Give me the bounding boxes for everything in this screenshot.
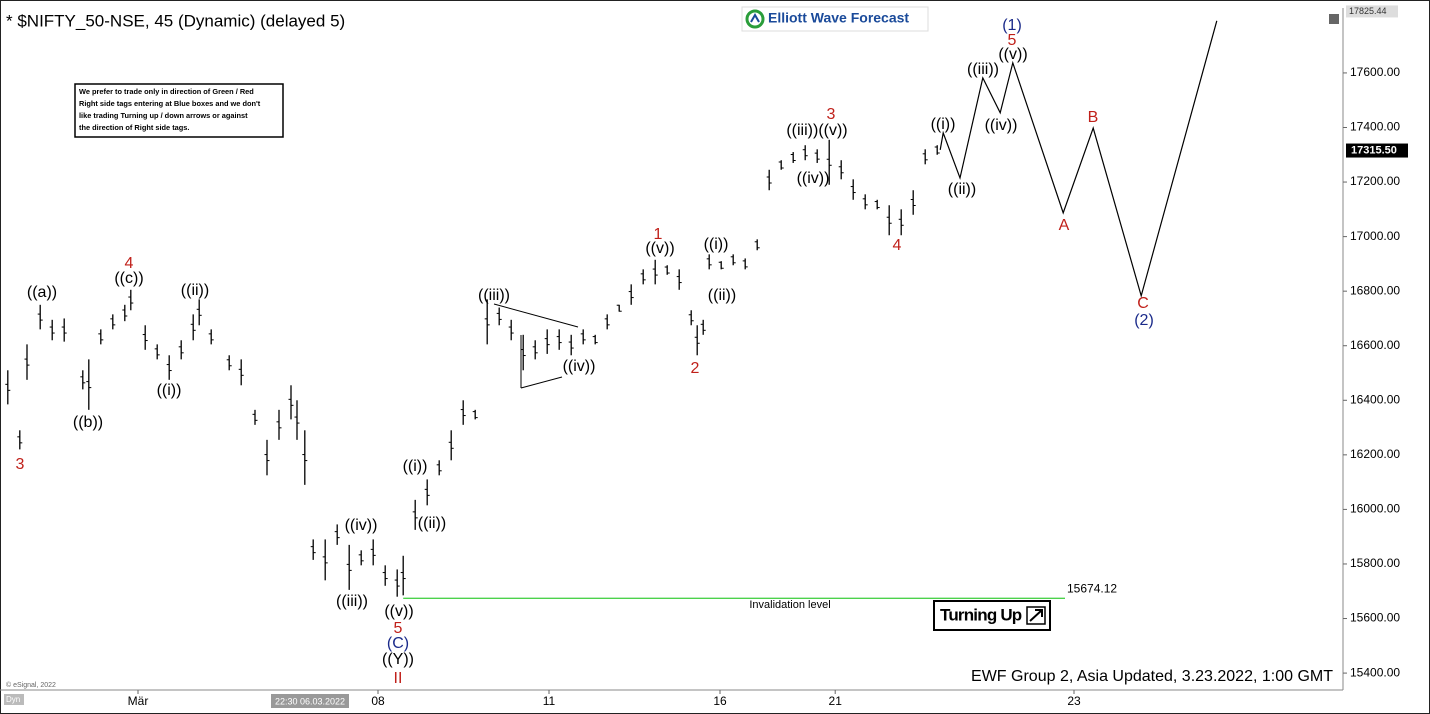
logo-icon xyxy=(745,9,765,29)
logo-icon-arrow xyxy=(750,12,760,23)
y-tick-label: 15600.00 xyxy=(1350,611,1400,625)
wave-label: ((ii)) xyxy=(418,515,446,532)
y-tick-label: 16800.00 xyxy=(1350,283,1400,297)
wave-label: ((i)) xyxy=(403,458,428,475)
turning-label: Turning Up xyxy=(940,605,1022,624)
turning-arrow-box xyxy=(1026,606,1046,625)
copyright: © eSignal, 2022 xyxy=(6,681,56,689)
x-tick-label: Mär xyxy=(128,694,149,708)
logo: Elliott Wave Forecast xyxy=(741,6,929,32)
triangle-line xyxy=(520,376,563,389)
y-tick-label: 17000.00 xyxy=(1350,229,1400,243)
wave-label: 4 xyxy=(893,237,902,254)
wave-label: C xyxy=(1137,295,1149,312)
wave-label: (2) xyxy=(1134,312,1154,329)
y-tick-label: 16000.00 xyxy=(1350,502,1400,516)
wave-label: ((i)) xyxy=(931,116,956,133)
wave-label: 3 xyxy=(827,106,836,123)
triangle-line xyxy=(493,303,579,328)
cursor-time-box xyxy=(271,694,349,708)
x-tick-label: 16 xyxy=(713,694,727,708)
wave-label: ((Y)) xyxy=(382,651,414,668)
invalidation-value: 15674.12 xyxy=(1067,581,1117,595)
wave-label: ((v)) xyxy=(384,603,413,620)
last-price-label: 17315.50 xyxy=(1351,144,1397,156)
wave-label: ((ii)) xyxy=(948,181,976,198)
wave-label: ((iii)) xyxy=(478,287,510,304)
wave-label: II xyxy=(394,670,403,687)
turning-arrow xyxy=(1029,609,1043,622)
logo-box xyxy=(741,6,929,32)
y-tick-label: 17600.00 xyxy=(1350,65,1400,79)
wave-label: ((iv)) xyxy=(797,170,830,187)
x-tick-label: 08 xyxy=(371,694,385,708)
wave-label: 5 xyxy=(394,620,403,637)
wave-label: ((v)) xyxy=(998,46,1027,63)
turning-up-box: Turning Up xyxy=(933,600,1051,631)
x-tick-label: 23 xyxy=(1067,694,1081,708)
wave-label: ((ii)) xyxy=(181,282,209,299)
wave-label: ((iv)) xyxy=(985,117,1018,134)
x-tick-label: 11 xyxy=(543,694,556,708)
wave-label: ((iii))((v)) xyxy=(786,122,847,139)
y-tick-label: 15800.00 xyxy=(1350,556,1400,570)
last-price-box xyxy=(1346,143,1408,158)
y-tick-label: 16600.00 xyxy=(1350,338,1400,352)
wave-label: ((c)) xyxy=(114,270,143,287)
invalidation-label: Invalidation level xyxy=(749,599,830,611)
wave-label: A xyxy=(1059,217,1070,234)
wave-label: ((v)) xyxy=(645,240,674,257)
wave-label: ((iv)) xyxy=(345,517,378,534)
note-line: like trading Turning up / down arrows or… xyxy=(79,111,248,120)
note-box: We prefer to trade only in direction of … xyxy=(74,83,284,138)
wave-label: ((i)) xyxy=(157,382,182,399)
note-line: We prefer to trade only in direction of … xyxy=(79,87,254,96)
wave-label: ((b)) xyxy=(73,414,103,431)
wave-label: ((iii)) xyxy=(336,593,368,610)
wave-label: ((i)) xyxy=(704,236,729,253)
wave-label: 2 xyxy=(691,360,700,377)
mode-label: Dyn xyxy=(6,695,20,704)
logo-text: Elliott Wave Forecast xyxy=(768,10,909,26)
wave-label: (C) xyxy=(387,635,409,652)
note-frame xyxy=(74,83,284,138)
y-tick-label: 16200.00 xyxy=(1350,447,1400,461)
turning-frame xyxy=(933,600,1051,631)
note-line: the direction of Right side tags. xyxy=(79,123,189,132)
wave-label: 5 xyxy=(1008,32,1017,49)
footer: EWF Group 2, Asia Updated, 3.23.2022, 1:… xyxy=(971,668,1333,685)
x-tick-label: 21 xyxy=(829,694,843,708)
high-label: 17825.44 xyxy=(1349,6,1387,16)
wave-label: 4 xyxy=(125,255,134,272)
note-line: Right side tags entering at Blue boxes a… xyxy=(79,99,261,108)
wave-label: 1 xyxy=(654,226,663,243)
cursor-time: 22:30 06.03.2022 xyxy=(275,696,345,706)
projection-path xyxy=(939,20,1218,299)
wave-label: B xyxy=(1088,109,1099,126)
high-label-box xyxy=(1346,5,1398,18)
wave-label: (1) xyxy=(1002,17,1022,34)
wave-label: 3 xyxy=(16,456,25,473)
y-tick-label: 16400.00 xyxy=(1350,392,1400,406)
y-tick-label: 15400.00 xyxy=(1350,665,1400,679)
wave-label: ((iv)) xyxy=(563,358,596,375)
y-tick-label: 17400.00 xyxy=(1350,120,1400,134)
y-tick-label: 17200.00 xyxy=(1350,174,1400,188)
mode-box xyxy=(4,694,24,705)
wave-label: ((a)) xyxy=(27,284,57,301)
wave-label: ((ii)) xyxy=(708,287,736,304)
chart-title: * $NIFTY_50-NSE, 45 (Dynamic) (delayed 5… xyxy=(6,11,345,30)
window-icon xyxy=(1329,14,1339,24)
wave-label: ((iii)) xyxy=(967,61,999,78)
